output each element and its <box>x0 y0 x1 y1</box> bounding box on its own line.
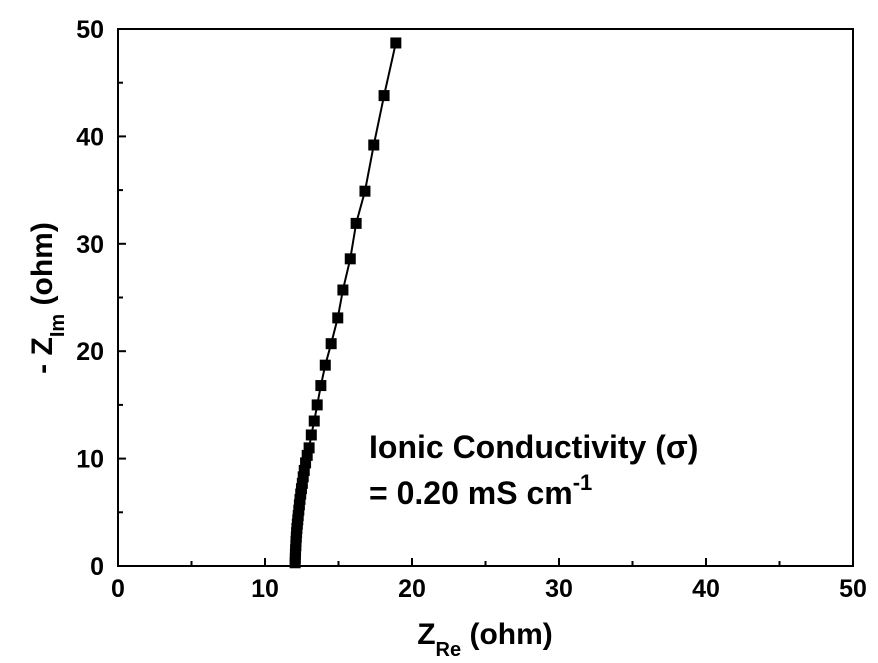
y-tick-label: 20 <box>76 338 104 366</box>
data-point <box>332 312 344 324</box>
data-point <box>368 139 380 151</box>
data-point <box>350 217 362 229</box>
data-point <box>298 464 310 476</box>
data-point <box>300 457 312 469</box>
tick-labels: 0 10 20 30 40 50 0 10 20 30 40 50 <box>76 16 867 603</box>
data-point <box>305 429 317 441</box>
data-point <box>359 185 371 197</box>
y-axis-title-sub: Im <box>47 314 69 337</box>
y-tick-label: 10 <box>76 446 104 474</box>
x-tick-label: 0 <box>111 575 125 603</box>
data-point <box>315 380 327 392</box>
data-point <box>296 477 308 489</box>
annotation-line1: Ionic Conductivity (σ) <box>369 429 698 465</box>
x-tick-label: 10 <box>251 575 279 603</box>
ticks <box>117 28 854 567</box>
y-tick-label: 50 <box>76 16 104 44</box>
data-point <box>378 90 390 102</box>
data-point <box>325 338 337 350</box>
x-tick-label: 20 <box>398 575 426 603</box>
data-point <box>303 442 315 454</box>
annotation-line2-main: = 0.20 mS cm <box>369 475 573 511</box>
x-tick-label: 30 <box>545 575 573 603</box>
data-point <box>319 359 331 371</box>
data-point <box>344 253 356 265</box>
y-tick-label: 40 <box>76 123 104 151</box>
y-axis-title: - ZIm (ohm) <box>26 222 69 374</box>
series-nyquist <box>289 37 402 569</box>
y-tick-label: 30 <box>76 231 104 259</box>
x-axis-title-main: Z <box>417 618 435 651</box>
data-point <box>390 37 402 49</box>
x-tick-label: 40 <box>692 575 720 603</box>
data-point <box>337 284 349 296</box>
x-tick-label: 50 <box>839 575 867 603</box>
data-point <box>297 471 309 483</box>
x-axis-title: ZRe (ohm) <box>417 618 553 661</box>
x-axis-title-sub: Re <box>436 639 462 661</box>
annotation-line2: = 0.20 mS cm-1 <box>369 470 592 511</box>
y-axis-title-prefix: - Z <box>26 337 59 374</box>
data-point <box>311 399 323 411</box>
y-tick-label: 0 <box>90 553 104 581</box>
data-point <box>308 415 320 427</box>
annotation-line2-sup: -1 <box>573 470 593 495</box>
data-point <box>301 449 313 461</box>
y-axis-title-rest: (ohm) <box>26 222 59 314</box>
x-axis-title-rest: (ohm) <box>461 618 553 651</box>
